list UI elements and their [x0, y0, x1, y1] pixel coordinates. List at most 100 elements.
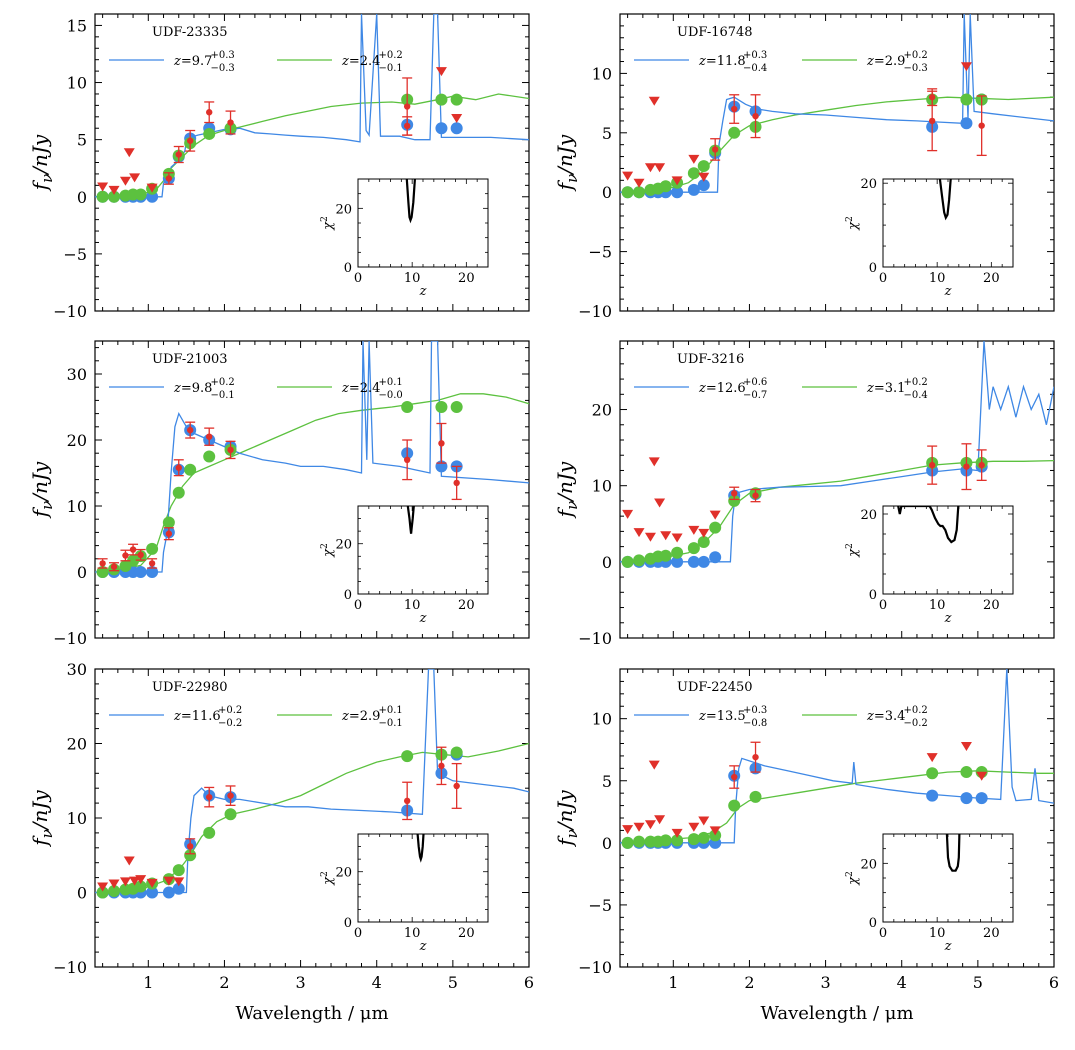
- low-z-point: [633, 835, 646, 848]
- y-label-sub: ν: [38, 829, 56, 838]
- inset-x-label: z: [944, 611, 952, 626]
- legend-z: z: [341, 54, 349, 69]
- legend-z: z: [866, 381, 874, 396]
- inset-y-tick-label: 20: [860, 857, 877, 872]
- y-tick-label: 0: [602, 553, 612, 572]
- y-label-unit: /nJy: [28, 134, 52, 176]
- legend-sub: −0.0: [379, 390, 403, 401]
- upper-limit-marker: [644, 532, 656, 542]
- x-axis-label: Wavelength / μm: [235, 1003, 388, 1024]
- low-z-point: [146, 542, 159, 555]
- low-z-point: [108, 885, 121, 898]
- y-tick-label: 10: [67, 497, 87, 516]
- low-z-point: [108, 190, 121, 203]
- detection-point: [206, 793, 213, 801]
- detection-point: [110, 563, 118, 570]
- inset-x-tick-label: 0: [879, 598, 887, 613]
- low-z-point: [728, 799, 741, 812]
- low-z-point: [203, 450, 216, 463]
- upper-limit-marker: [660, 531, 672, 541]
- detection-point: [978, 122, 985, 129]
- legend-z: z: [173, 709, 181, 724]
- y-label-sub: ν: [563, 174, 581, 183]
- low-z-point: [960, 93, 973, 106]
- upper-limit-marker: [622, 171, 634, 181]
- inset-chi-sup: 2: [845, 216, 855, 222]
- low-z-point: [697, 160, 710, 173]
- y-label-sub: ν: [563, 829, 581, 838]
- detection-point: [403, 122, 411, 130]
- low-z-point: [697, 831, 710, 844]
- high-z-point: [926, 789, 939, 802]
- upper-limit-marker: [976, 771, 988, 781]
- upper-limit-marker: [648, 457, 660, 467]
- detection-point: [928, 461, 936, 469]
- x-tick-label: 6: [524, 973, 534, 992]
- upper-limit-marker: [108, 185, 120, 195]
- low-z-point: [450, 93, 463, 106]
- high-z-point: [960, 117, 973, 130]
- upper-limit-marker: [671, 176, 683, 186]
- inset-chi: χ: [846, 221, 861, 231]
- y-tick-label: 20: [67, 431, 87, 450]
- low-z-point: [749, 790, 762, 803]
- plot-area: [620, 14, 1054, 199]
- low-z-point: [728, 494, 741, 507]
- inset-x-label: z: [944, 284, 952, 299]
- high-z-legend-label: z=11.6: [173, 709, 221, 724]
- y-tick-label: 10: [67, 809, 87, 828]
- inset-x-tick-label: 0: [354, 271, 362, 286]
- low-z-legend-label: z=3.1: [866, 381, 905, 396]
- legend-sup: +0.1: [379, 377, 403, 388]
- legend-eq: =3.4: [874, 709, 906, 724]
- legend-eq: =9.8: [181, 381, 213, 396]
- detection-point: [731, 105, 738, 113]
- y-tick-label: 10: [592, 477, 612, 496]
- inset-y-tick-label: 0: [869, 916, 877, 931]
- y-tick-label: 20: [67, 735, 87, 754]
- chi2-inset: 0 10 20 0 20 z χ2: [320, 505, 489, 626]
- upper-limit-marker: [97, 882, 109, 892]
- upper-limit-marker: [960, 741, 972, 751]
- inset-x-tick-label: 10: [929, 598, 946, 613]
- low-z-point: [224, 808, 237, 821]
- high-z-point: [709, 551, 722, 564]
- inset-chi-sup: 2: [845, 543, 855, 549]
- detection-point: [206, 109, 213, 116]
- low-z-point: [659, 549, 672, 562]
- detection-point: [186, 137, 194, 144]
- legend-sup: +0.3: [743, 705, 767, 716]
- detection-point: [129, 546, 137, 553]
- legend-sup: +0.2: [379, 50, 403, 61]
- low-z-legend-label: z=2.4: [341, 54, 380, 69]
- detection-point: [99, 560, 106, 567]
- high-z-point: [450, 122, 463, 135]
- x-tick-label: 4: [372, 973, 382, 992]
- high-z-point: [960, 792, 973, 805]
- object-name: UDF-23335: [152, 25, 228, 40]
- upper-limit-marker: [671, 828, 683, 838]
- upper-limit-marker: [163, 876, 175, 886]
- low-z-point: [401, 750, 414, 763]
- inset-chi: χ: [846, 876, 861, 886]
- detection-point: [453, 479, 460, 487]
- low-z-point: [687, 167, 700, 180]
- detection-point: [752, 753, 759, 761]
- legend-z: z: [341, 709, 349, 724]
- legend-sub: −0.2: [904, 718, 928, 729]
- y-tick-label: 0: [602, 834, 612, 853]
- detection-point: [186, 426, 194, 434]
- inset-y-tick-label: 0: [344, 588, 352, 603]
- low-z-point: [659, 180, 672, 193]
- low-z-point: [671, 546, 684, 559]
- upper-limit-marker: [698, 816, 710, 826]
- upper-limit-marker: [622, 825, 634, 835]
- detection-point: [165, 175, 173, 182]
- high-z-legend-label: z=11.8: [698, 54, 746, 69]
- inset-x-label: z: [944, 939, 952, 954]
- detection-point: [928, 93, 936, 101]
- high-z-legend-label: z=9.8: [173, 381, 212, 396]
- legend-sub: −0.4: [904, 390, 928, 401]
